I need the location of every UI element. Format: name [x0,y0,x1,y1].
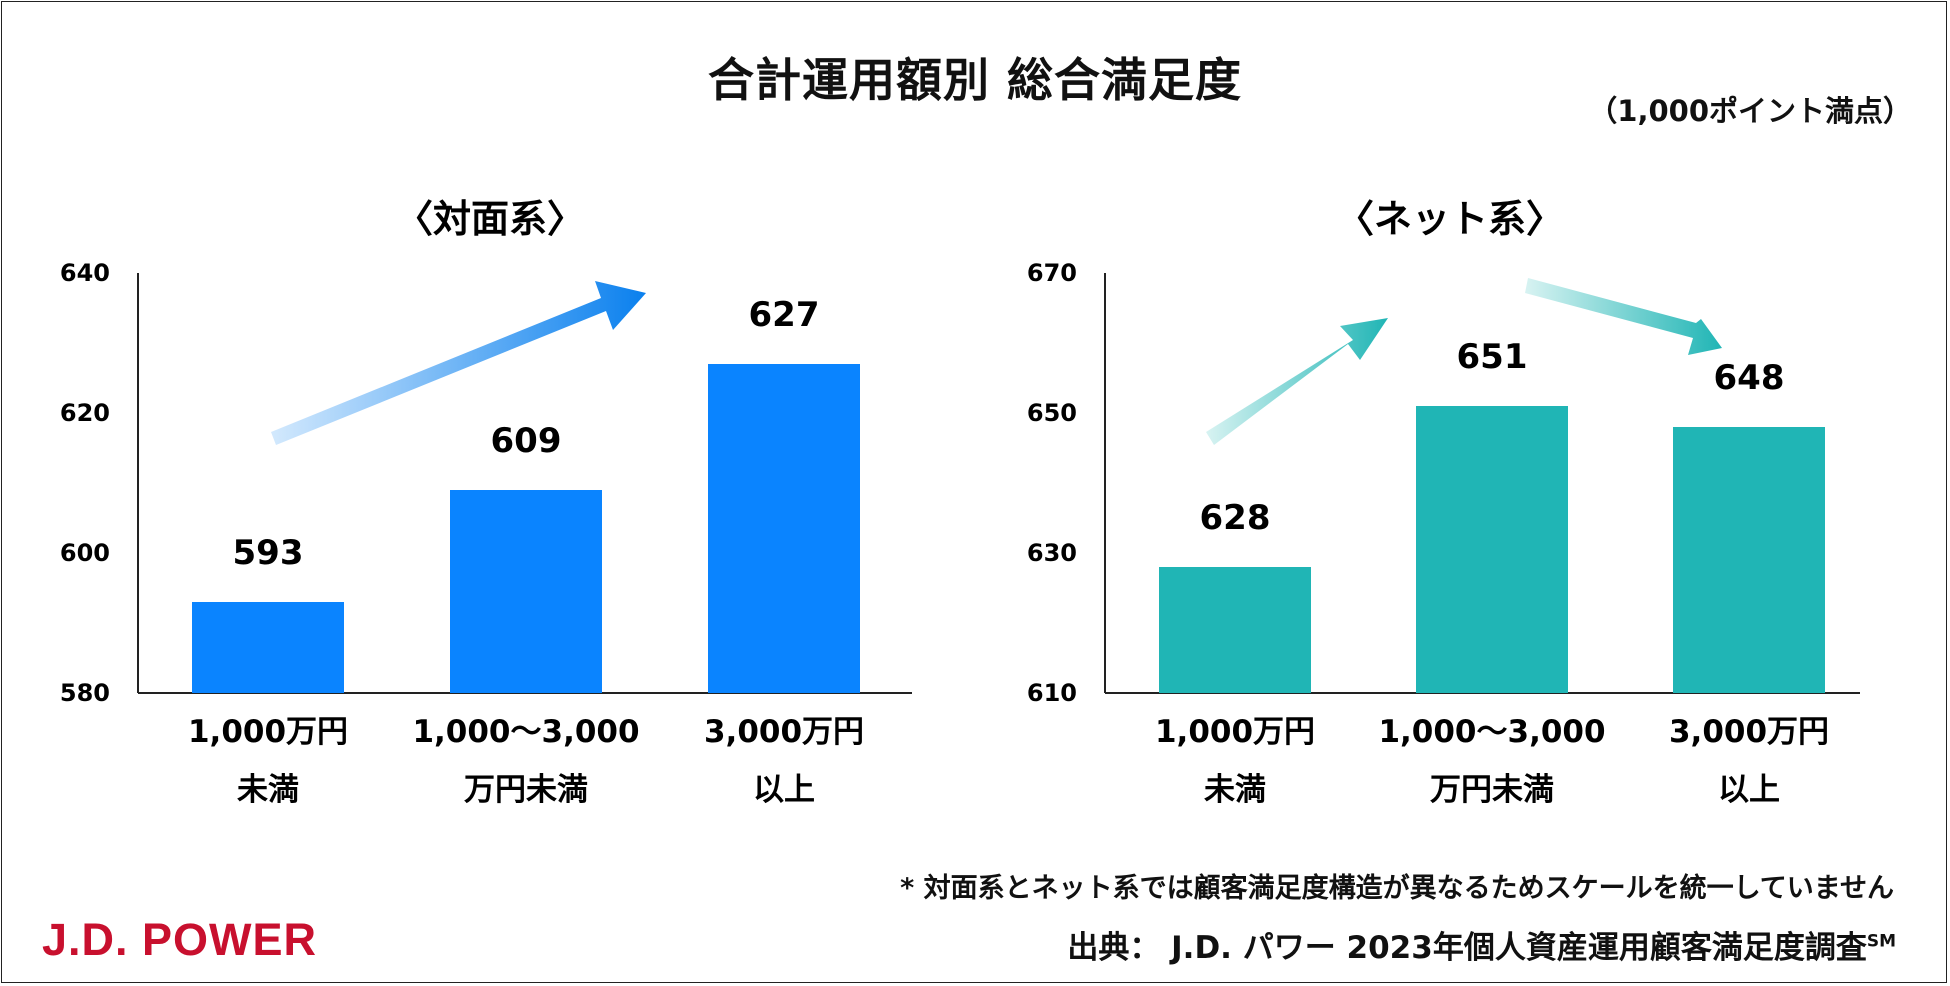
x-tick-label: 1,000万円 [188,714,348,750]
x-tick-label: 以上 [1718,772,1780,808]
y-tick-label: 630 [1027,539,1077,567]
y-tick-label: 640 [60,259,110,287]
x-tick-label: 未満 [237,772,299,808]
subplot-title: 〈ネット系〉 [1336,197,1564,241]
x-tick-label: 1,000～3,000 [1378,714,1605,750]
x-tick-label: 1,000万円 [1155,714,1315,750]
x-tick-label: 万円未満 [1430,772,1554,808]
bar [1673,427,1825,693]
bar [450,490,602,693]
data-label: 628 [1200,498,1271,538]
y-tick-label: 620 [60,399,110,427]
bar [1416,406,1568,693]
data-label: 593 [233,533,304,573]
source-line: 出典： J.D. パワー 2023年個人資産運用顧客満足度調査SM [1067,922,1896,967]
bar [1159,567,1311,693]
bar [708,364,860,693]
x-tick-label: 1,000～3,000 [412,714,639,750]
data-label: 627 [749,295,820,335]
unit-note: （1,000ポイント満点） [1588,94,1912,128]
chart-title: 合計運用額別 総合満足度 [707,53,1242,107]
x-tick-label: 万円未満 [464,772,588,808]
y-tick-label: 650 [1027,399,1077,427]
footnote: * 対面系とネット系では顧客満足度構造が異なるためスケールを統一していません [900,873,1894,904]
x-tick-label: 3,000万円 [704,714,864,750]
trend-arrow-up-icon [271,281,646,445]
service-mark: SM [1866,931,1896,952]
subplot-title: 〈対面系〉 [395,197,585,241]
bar [192,602,344,693]
x-tick-label: 以上 [753,772,815,808]
x-tick-label: 3,000万円 [1669,714,1829,750]
trend-arrow-down-icon [1525,278,1722,355]
y-tick-label: 610 [1027,679,1077,707]
data-label: 609 [491,421,562,461]
y-tick-label: 600 [60,539,110,567]
trend-arrow-up-icon [1206,318,1388,445]
y-tick-label: 670 [1027,259,1077,287]
data-label: 651 [1457,337,1528,377]
x-tick-label: 未満 [1204,772,1266,808]
data-label: 648 [1714,358,1785,398]
jd-power-logo: J.D. POWER [42,914,318,965]
source-text: 出典： J.D. パワー 2023年個人資産運用顧客満足度調査 [1067,930,1867,966]
y-tick-label: 580 [60,679,110,707]
